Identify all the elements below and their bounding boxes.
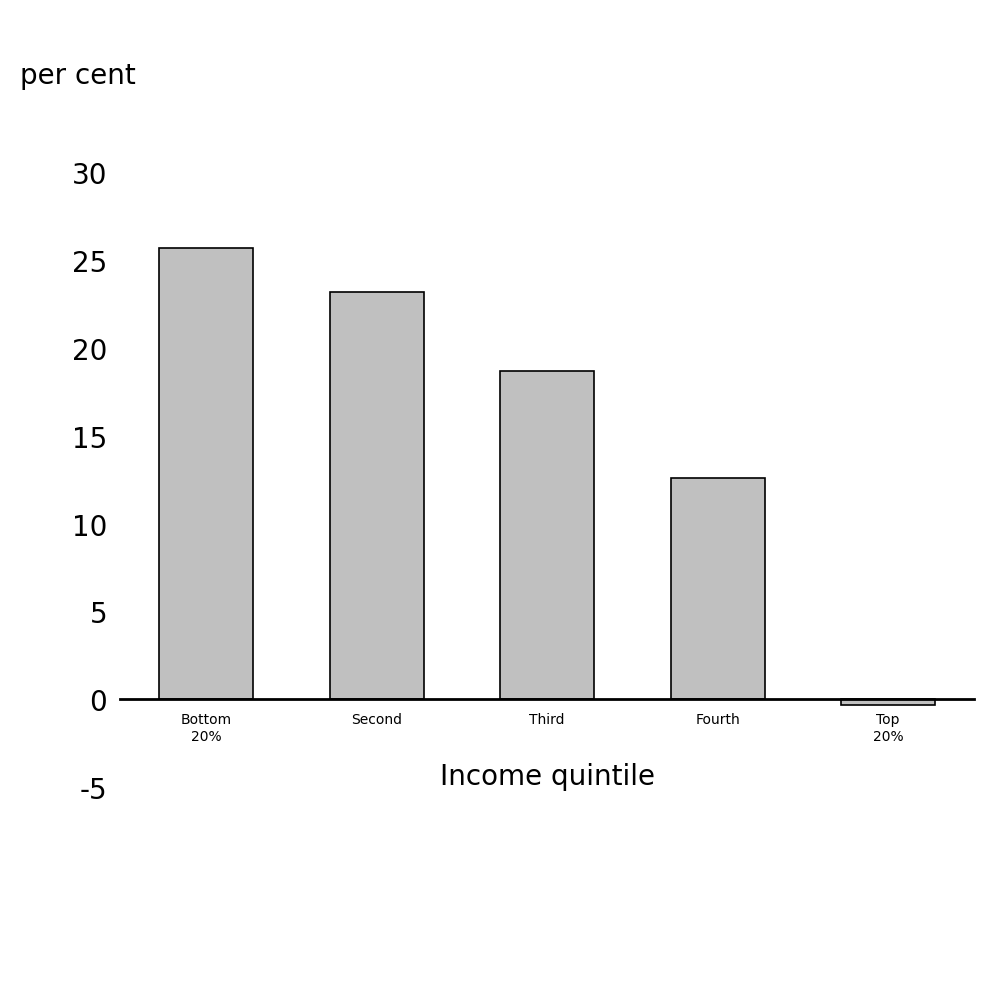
- Bar: [499, 371, 594, 699]
- Text: per cent: per cent: [20, 62, 135, 90]
- Bar: [329, 292, 423, 699]
- Bar: [159, 249, 253, 699]
- X-axis label: Income quintile: Income quintile: [439, 762, 654, 790]
- Bar: [670, 478, 764, 699]
- Bar: [841, 699, 934, 705]
